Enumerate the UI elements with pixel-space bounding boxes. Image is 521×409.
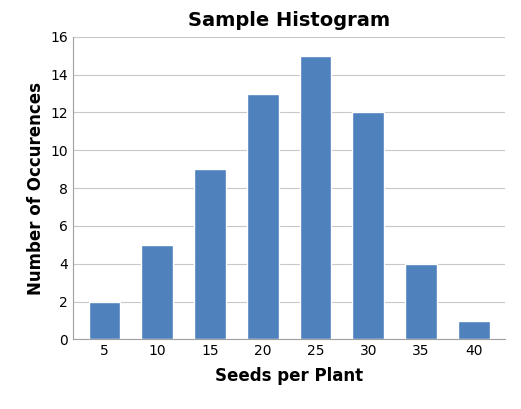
X-axis label: Seeds per Plant: Seeds per Plant — [215, 366, 363, 384]
Bar — [89, 302, 120, 339]
Bar — [352, 112, 384, 339]
Bar — [300, 56, 331, 339]
Y-axis label: Number of Occurences: Number of Occurences — [27, 82, 45, 294]
Bar — [458, 321, 490, 339]
Title: Sample Histogram: Sample Histogram — [188, 11, 390, 30]
Bar — [247, 94, 279, 339]
Bar — [142, 245, 173, 339]
Bar — [405, 264, 437, 339]
Bar — [194, 169, 226, 339]
